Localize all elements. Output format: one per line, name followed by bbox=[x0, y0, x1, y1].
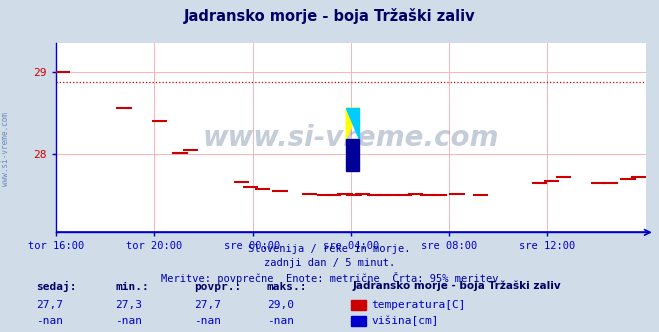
Text: zadnji dan / 5 minut.: zadnji dan / 5 minut. bbox=[264, 258, 395, 268]
Text: višina[cm]: višina[cm] bbox=[371, 316, 438, 327]
Text: www.si-vreme.com: www.si-vreme.com bbox=[1, 113, 10, 186]
Text: -nan: -nan bbox=[267, 316, 294, 326]
Text: min.:: min.: bbox=[115, 283, 149, 292]
Text: www.si-vreme.com: www.si-vreme.com bbox=[203, 124, 499, 152]
Text: sedaj:: sedaj: bbox=[36, 282, 76, 292]
Polygon shape bbox=[346, 108, 359, 139]
Bar bbox=[346, 139, 359, 171]
Polygon shape bbox=[346, 108, 359, 139]
Text: Meritve: povprečne  Enote: metrične  Črta: 95% meritev: Meritve: povprečne Enote: metrične Črta:… bbox=[161, 272, 498, 284]
Text: 27,3: 27,3 bbox=[115, 300, 142, 310]
Text: -nan: -nan bbox=[115, 316, 142, 326]
Text: 27,7: 27,7 bbox=[36, 300, 63, 310]
Text: temperatura[C]: temperatura[C] bbox=[371, 300, 465, 310]
Text: 27,7: 27,7 bbox=[194, 300, 221, 310]
Text: povpr.:: povpr.: bbox=[194, 283, 242, 292]
Text: Slovenija / reke in morje.: Slovenija / reke in morje. bbox=[248, 244, 411, 254]
Text: 29,0: 29,0 bbox=[267, 300, 294, 310]
Text: -nan: -nan bbox=[194, 316, 221, 326]
Text: Jadransko morje - boja Tržaški zaliv: Jadransko morje - boja Tržaški zaliv bbox=[184, 8, 475, 24]
Text: maks.:: maks.: bbox=[267, 283, 307, 292]
Text: Jadransko morje - boja Tržaški zaliv: Jadransko morje - boja Tržaški zaliv bbox=[353, 280, 561, 291]
Text: -nan: -nan bbox=[36, 316, 63, 326]
